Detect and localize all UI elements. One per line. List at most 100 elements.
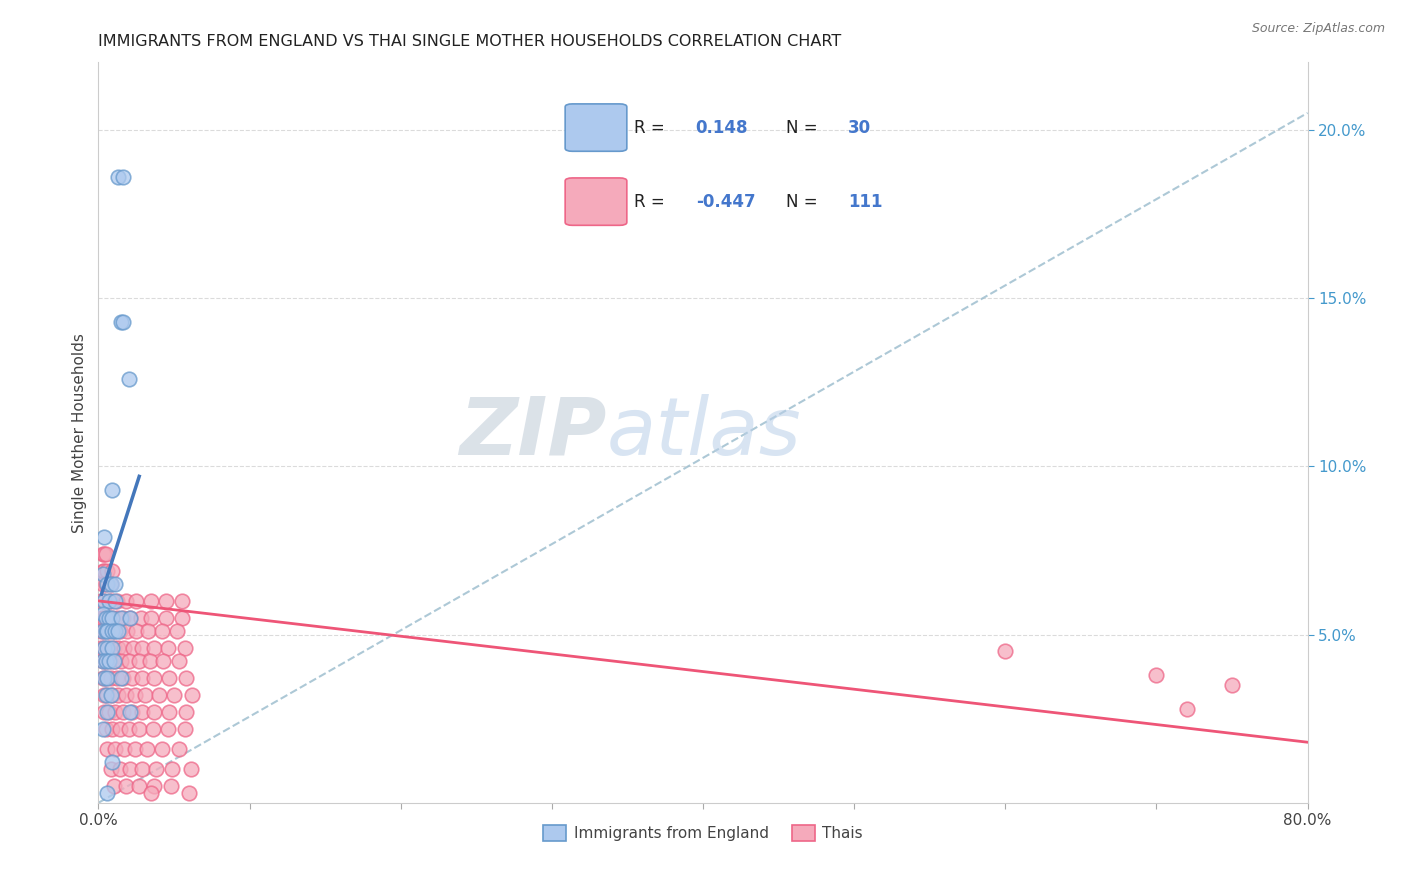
- Point: [156, 722, 179, 736]
- Point: [90, 624, 112, 639]
- Point: [131, 671, 153, 685]
- Point: [107, 640, 129, 655]
- Legend: Immigrants from England, Thais: Immigrants from England, Thais: [537, 819, 869, 847]
- Point: [111, 671, 134, 685]
- Point: [101, 610, 124, 624]
- Point: [101, 594, 124, 608]
- Point: [98, 705, 121, 719]
- Point: [96, 671, 118, 685]
- Point: [91, 607, 114, 622]
- Point: [104, 577, 127, 591]
- Point: [155, 594, 177, 608]
- Y-axis label: Single Mother Households: Single Mother Households: [72, 333, 87, 533]
- Point: [107, 624, 129, 639]
- Point: [120, 762, 142, 776]
- Point: [103, 624, 125, 639]
- Point: [96, 624, 118, 639]
- Point: [96, 705, 118, 719]
- Point: [104, 594, 127, 608]
- Point: [107, 169, 129, 184]
- Point: [160, 779, 183, 793]
- Point: [108, 624, 131, 639]
- Point: [111, 705, 134, 719]
- Point: [139, 655, 162, 669]
- Point: [104, 624, 127, 639]
- Point: [101, 483, 124, 497]
- Point: [98, 655, 121, 669]
- Point: [134, 688, 156, 702]
- Point: [94, 655, 117, 669]
- Point: [150, 624, 173, 639]
- Point: [152, 655, 174, 669]
- Point: [173, 722, 195, 736]
- Point: [121, 705, 143, 719]
- Point: [90, 594, 112, 608]
- Point: [170, 594, 193, 608]
- Point: [159, 671, 181, 685]
- Point: [150, 742, 173, 756]
- Point: [103, 779, 125, 793]
- Point: [110, 671, 132, 685]
- Point: [98, 640, 121, 655]
- Point: [105, 671, 128, 685]
- Point: [100, 577, 122, 591]
- Point: [1175, 701, 1198, 715]
- Point: [93, 594, 115, 608]
- Point: [128, 655, 150, 669]
- Point: [91, 566, 114, 581]
- Point: [93, 624, 115, 639]
- Point: [120, 610, 142, 624]
- Point: [173, 640, 195, 655]
- Point: [100, 577, 122, 591]
- Point: [91, 722, 114, 736]
- Point: [103, 640, 125, 655]
- Point: [120, 610, 142, 624]
- Point: [180, 762, 202, 776]
- Point: [125, 594, 148, 608]
- Point: [174, 671, 197, 685]
- Point: [114, 779, 136, 793]
- Point: [100, 688, 122, 702]
- Point: [94, 577, 117, 591]
- Point: [100, 762, 122, 776]
- Point: [93, 688, 115, 702]
- Point: [112, 640, 135, 655]
- Point: [90, 640, 112, 655]
- Point: [174, 705, 197, 719]
- Point: [181, 688, 204, 702]
- Point: [166, 624, 188, 639]
- Point: [111, 315, 134, 329]
- Point: [101, 564, 124, 578]
- Point: [93, 640, 115, 655]
- Point: [141, 594, 163, 608]
- Point: [101, 624, 124, 639]
- Point: [108, 722, 131, 736]
- Point: [118, 655, 141, 669]
- Point: [93, 594, 115, 608]
- Point: [114, 594, 136, 608]
- Point: [145, 762, 167, 776]
- Point: [143, 671, 166, 685]
- Point: [105, 610, 128, 624]
- Point: [1144, 668, 1167, 682]
- Point: [159, 705, 181, 719]
- Text: Source: ZipAtlas.com: Source: ZipAtlas.com: [1251, 22, 1385, 36]
- Point: [118, 722, 141, 736]
- Point: [128, 779, 150, 793]
- Point: [114, 688, 136, 702]
- Point: [120, 705, 142, 719]
- Point: [96, 742, 118, 756]
- Point: [108, 762, 131, 776]
- Point: [128, 722, 150, 736]
- Point: [110, 315, 132, 329]
- Point: [101, 610, 124, 624]
- Text: atlas: atlas: [606, 393, 801, 472]
- Point: [96, 577, 118, 591]
- Point: [994, 644, 1017, 658]
- Point: [155, 610, 177, 624]
- Point: [163, 688, 186, 702]
- Point: [100, 655, 122, 669]
- Point: [93, 564, 115, 578]
- Point: [135, 742, 157, 756]
- Point: [101, 688, 124, 702]
